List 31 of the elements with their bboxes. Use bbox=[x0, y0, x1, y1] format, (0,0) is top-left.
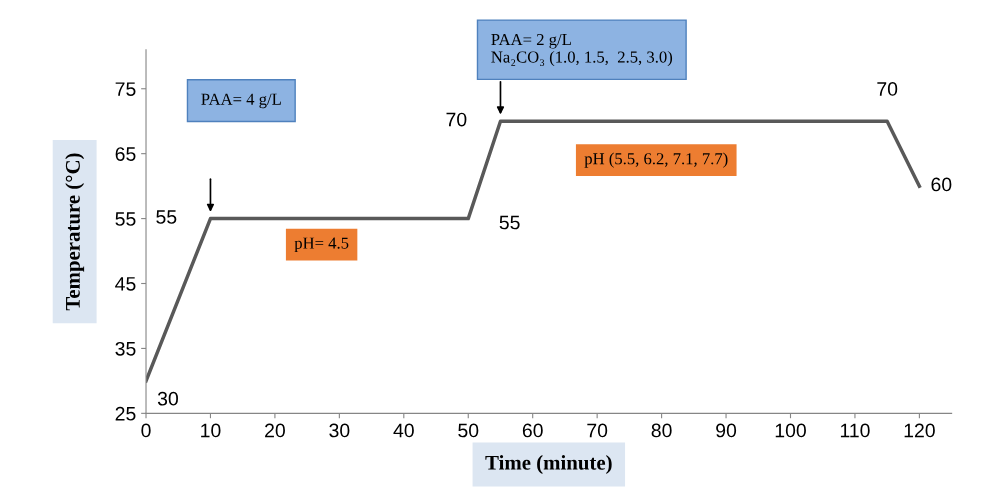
x-tick-label: 80 bbox=[651, 423, 672, 438]
y-tick-label: 65 bbox=[115, 147, 136, 161]
x-tick-label: 90 bbox=[716, 423, 737, 438]
data-label: 30 bbox=[157, 391, 178, 406]
x-tick-label: 110 bbox=[840, 423, 870, 438]
x-tick-label: 0 bbox=[141, 423, 151, 438]
y-tick-label: 45 bbox=[115, 277, 136, 291]
x-axis-title: Time (minute) bbox=[485, 455, 612, 474]
y-tick-label: 35 bbox=[115, 341, 136, 356]
y-tick-label: 25 bbox=[115, 406, 136, 421]
annotation: pH= 4.5 bbox=[294, 237, 349, 253]
data-label: 70 bbox=[446, 112, 467, 127]
data-label: 70 bbox=[877, 82, 898, 96]
annotation: pH (5.5, 6.2, 7.1, 7.7) bbox=[584, 152, 728, 168]
x-tick-label: 40 bbox=[393, 423, 414, 438]
x-tick-label: 100 bbox=[775, 423, 806, 438]
x-tick-label: 60 bbox=[522, 423, 543, 438]
x-tick-label: 10 bbox=[201, 423, 221, 438]
y-tick-label: 55 bbox=[115, 212, 136, 226]
annotation: PAA= 4 g/L bbox=[201, 93, 281, 109]
x-tick-label: 20 bbox=[265, 423, 285, 438]
data-label: 55 bbox=[156, 210, 177, 224]
data-label: 60 bbox=[931, 177, 952, 192]
x-tick-label: 70 bbox=[587, 423, 608, 438]
x-tick-label: 120 bbox=[904, 423, 935, 438]
y-axis-title: Temperature (°C) bbox=[65, 153, 85, 311]
annotation: PAA= 2 g/L Na₂CO₃ (1.0, 1.5, 2.5, 3.0) bbox=[491, 33, 673, 67]
x-tick-label: 30 bbox=[329, 423, 350, 438]
y-tick-label: 75 bbox=[115, 82, 136, 96]
x-tick-label: 50 bbox=[458, 423, 479, 438]
data-label: 55 bbox=[499, 215, 520, 230]
